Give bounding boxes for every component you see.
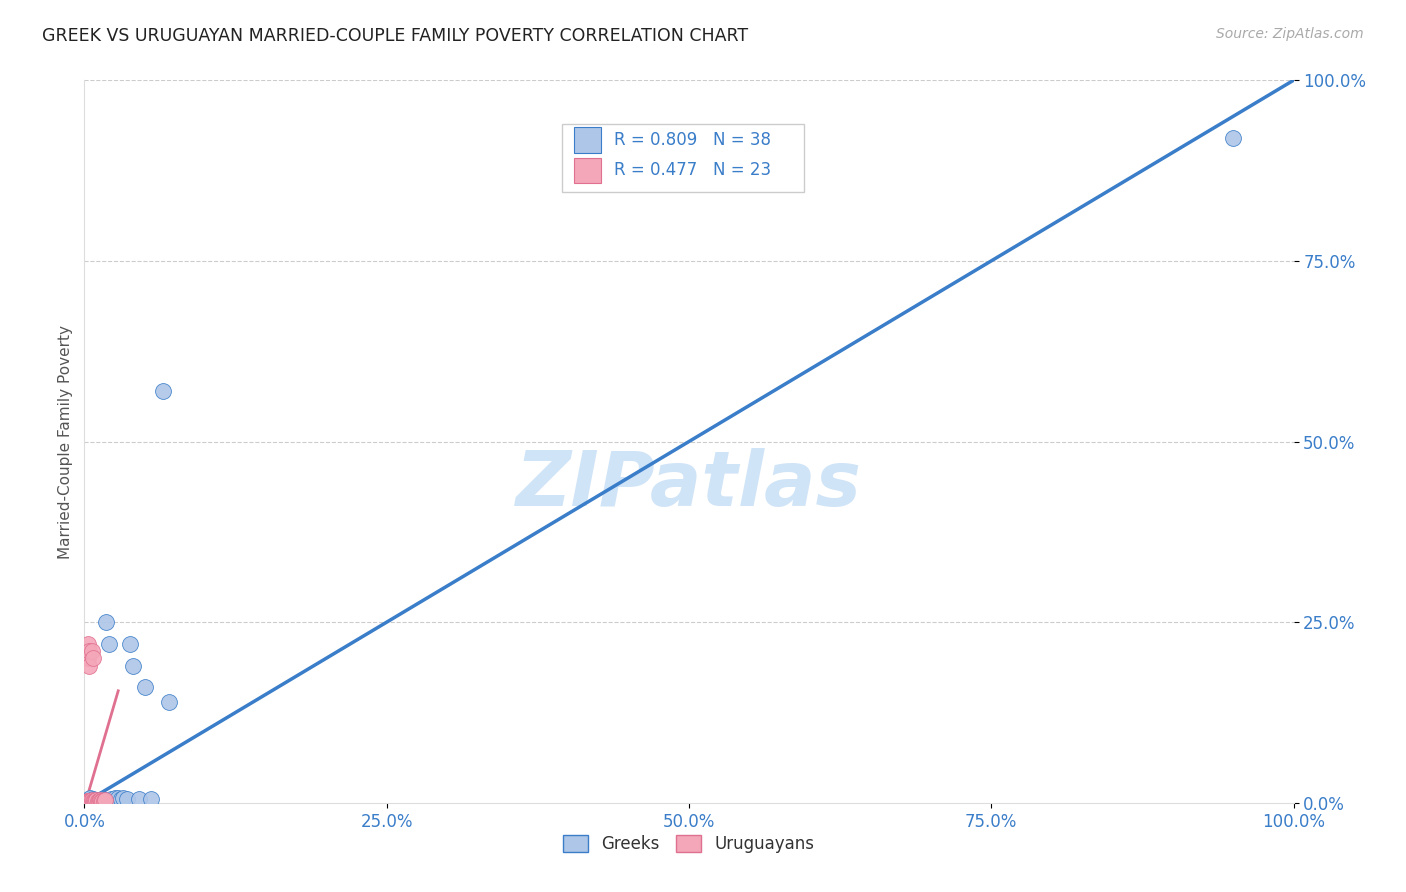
Point [91, 792, 114, 806]
Point [93, 794, 115, 808]
Point [115, 792, 138, 806]
Text: GREEK VS URUGUAYAN MARRIED-COUPLE FAMILY POVERTY CORRELATION CHART: GREEK VS URUGUAYAN MARRIED-COUPLE FAMILY… [42, 27, 748, 45]
Point [77, 644, 100, 658]
Point [94, 793, 117, 807]
Point [110, 792, 132, 806]
FancyBboxPatch shape [574, 158, 600, 183]
Point [83, 794, 105, 808]
Text: R = 0.477   N = 23: R = 0.477 N = 23 [614, 161, 770, 179]
Point [77, 792, 100, 806]
Point [90, 794, 112, 808]
Point [79, 794, 101, 808]
Point [80, 793, 103, 807]
Point [84, 794, 107, 808]
Point [104, 791, 127, 805]
Point [75, 795, 97, 809]
Point [139, 792, 162, 806]
Point [89, 793, 111, 807]
Legend: Greeks, Uruguayans: Greeks, Uruguayans [557, 828, 821, 860]
Point [79, 793, 101, 807]
Text: R = 0.809   N = 38: R = 0.809 N = 38 [614, 131, 770, 149]
Point [80, 644, 103, 658]
Point [77, 794, 100, 808]
FancyBboxPatch shape [574, 128, 600, 153]
Point [76, 794, 98, 808]
Point [157, 695, 180, 709]
Point [83, 794, 105, 808]
Point [87, 794, 110, 808]
Point [152, 384, 174, 398]
Point [76, 794, 98, 808]
Text: Source: ZipAtlas.com: Source: ZipAtlas.com [1216, 27, 1364, 41]
Point [89, 793, 111, 807]
Point [77, 794, 100, 808]
Point [128, 792, 150, 806]
Point [82, 651, 104, 665]
Point [79, 791, 101, 805]
Point [94, 615, 117, 630]
Point [77, 793, 100, 807]
Point [76, 794, 98, 808]
Point [87, 794, 110, 808]
Point [97, 637, 120, 651]
Point [80, 793, 103, 807]
Point [112, 791, 135, 805]
Point [134, 680, 156, 694]
Point [121, 658, 143, 673]
Point [90, 794, 112, 808]
Point [93, 793, 115, 807]
Point [77, 651, 100, 665]
FancyBboxPatch shape [562, 124, 804, 193]
Text: ZIPatlas: ZIPatlas [516, 448, 862, 522]
Point [86, 794, 108, 808]
Point [107, 790, 129, 805]
Point [84, 794, 107, 808]
Point [100, 792, 122, 806]
Point [77, 658, 100, 673]
Point [83, 793, 105, 807]
Point [80, 794, 103, 808]
Point [77, 794, 100, 808]
Point [86, 794, 108, 808]
Point [75, 795, 97, 809]
Point [82, 794, 104, 808]
Point [86, 793, 108, 807]
Point [82, 792, 104, 806]
Y-axis label: Married-Couple Family Poverty: Married-Couple Family Poverty [58, 325, 73, 558]
Point [91, 794, 114, 808]
Point [77, 794, 100, 808]
Point [120, 637, 142, 651]
Point [1222, 131, 1244, 145]
Point [86, 793, 108, 807]
Point [77, 637, 100, 651]
